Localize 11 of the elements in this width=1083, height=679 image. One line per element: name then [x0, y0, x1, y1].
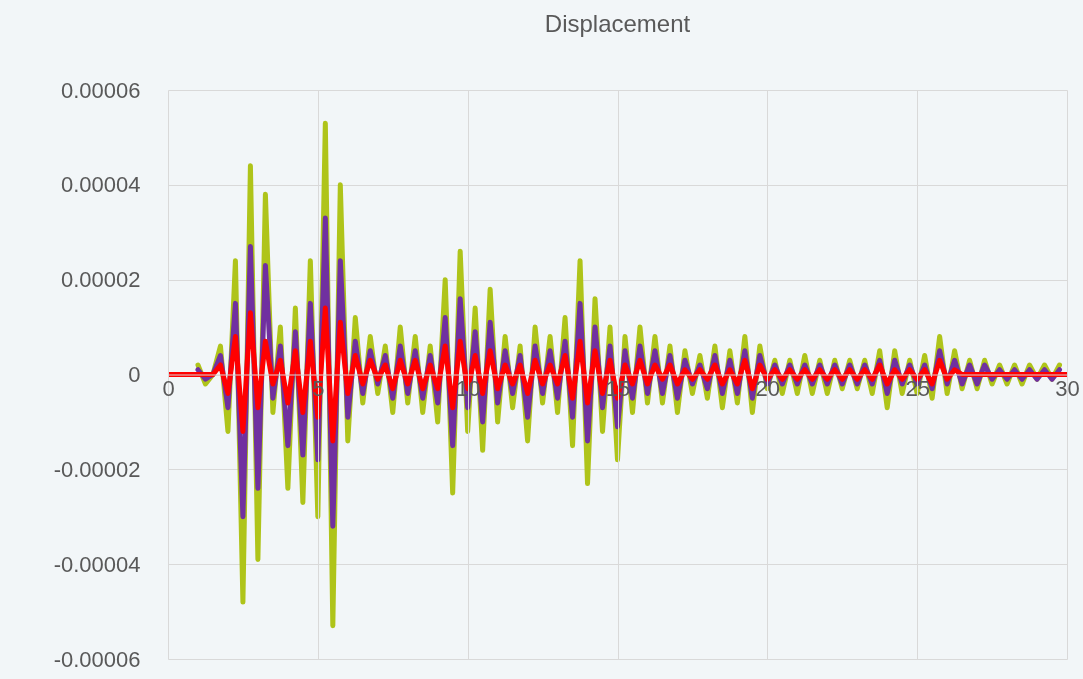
y-tick-label: -0.00004 — [53, 551, 141, 577]
y-tick-label: -0.00006 — [53, 646, 141, 672]
chart-title: Displacement — [544, 10, 691, 37]
x-tick-label: 30 — [1055, 376, 1080, 401]
x-tick-label: 10 — [455, 376, 481, 401]
y-tick-label: 0.00006 — [60, 77, 141, 103]
x-tick-label: 15 — [605, 376, 631, 401]
y-tick-label: -0.00002 — [53, 456, 141, 482]
y-tick-label: 0.00004 — [60, 172, 141, 198]
y-tick-label: 0.00002 — [60, 267, 141, 293]
x-tick-label: 0 — [162, 376, 175, 401]
